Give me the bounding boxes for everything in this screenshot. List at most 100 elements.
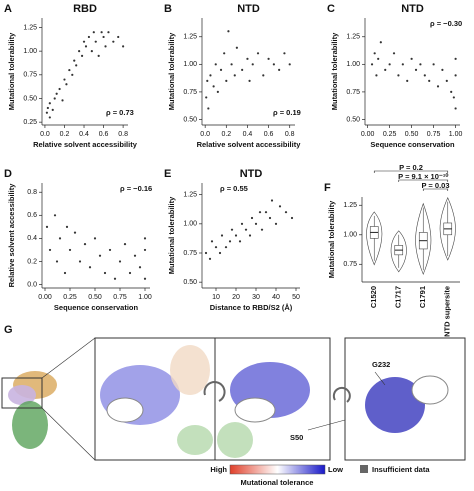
point [241, 68, 244, 71]
point [212, 85, 215, 88]
point [48, 116, 51, 119]
point [228, 240, 232, 243]
missing-label: Insufficient data [372, 465, 430, 474]
point [92, 31, 95, 34]
point [234, 234, 238, 237]
point [377, 57, 380, 60]
point [68, 248, 72, 252]
x-tick-label: 50 [292, 294, 300, 301]
panel-letter: G [4, 324, 13, 336]
point [452, 96, 455, 99]
y-tick-label: 1.25 [23, 24, 37, 31]
point [51, 108, 54, 111]
point [100, 31, 103, 34]
point [373, 52, 376, 55]
point [401, 63, 404, 66]
scale-label: High [210, 465, 227, 474]
y-axis-label: Mutational tolerability [167, 196, 176, 274]
y-tick-label: 0.6 [27, 212, 37, 219]
point [53, 214, 57, 217]
point [78, 50, 81, 53]
point [123, 243, 127, 246]
y-tick-label: 1.00 [346, 61, 360, 68]
point [250, 216, 254, 220]
point [432, 63, 435, 66]
p-value: P = 0.03 [421, 181, 449, 190]
scale-label: Low [328, 465, 343, 474]
point [143, 237, 147, 240]
point [65, 225, 69, 228]
point [441, 68, 444, 71]
point [143, 277, 147, 280]
point [88, 266, 92, 269]
y-tick-label: 0.75 [183, 250, 197, 257]
x-tick-label: C1791 [418, 286, 427, 308]
x-tick-label: 40 [272, 294, 280, 301]
point [454, 57, 457, 60]
point [128, 271, 132, 275]
point [118, 260, 122, 263]
y-tick-label: 0.2 [27, 258, 37, 265]
point [102, 35, 105, 39]
point [272, 63, 275, 66]
x-tick-label: 0.8 [285, 131, 295, 138]
annotation: ρ = 0.19 [273, 108, 301, 117]
point [80, 54, 84, 57]
x-tick-label: C1520 [369, 286, 378, 308]
point [248, 234, 252, 237]
point [264, 211, 268, 214]
point [63, 78, 66, 81]
point [93, 237, 97, 240]
point [117, 35, 120, 39]
annotation: ρ = 0.55 [220, 184, 248, 193]
point [436, 85, 440, 88]
y-tick-label: 0.75 [343, 261, 357, 268]
point [107, 31, 110, 34]
point [246, 57, 249, 60]
y-tick-label: 0.75 [183, 89, 197, 96]
point [78, 260, 82, 263]
annotation: ρ = 0.73 [106, 108, 134, 117]
x-tick-label: 0.50 [405, 131, 419, 138]
point [384, 68, 387, 71]
x-tick-label: 20 [232, 294, 240, 301]
x-tick-label: 10 [212, 294, 220, 301]
point [428, 79, 431, 82]
point [379, 41, 382, 44]
point [233, 74, 236, 77]
panel-letter: D [4, 168, 12, 180]
point [406, 79, 409, 82]
point [388, 63, 391, 66]
point [58, 87, 61, 91]
point [375, 74, 378, 77]
point [75, 64, 78, 67]
point [87, 35, 91, 39]
x-axis-label: Relative solvent accessibility [197, 140, 302, 149]
point [220, 234, 224, 237]
y-tick-label: 1.25 [343, 202, 357, 209]
point [55, 260, 59, 263]
point [270, 199, 274, 202]
point [251, 63, 254, 66]
panel-letter: B [164, 3, 172, 15]
point [223, 52, 226, 55]
x-tick-label: 0.0 [40, 131, 50, 138]
point [208, 257, 212, 260]
point [450, 90, 453, 94]
y-tick-label: 1.25 [183, 34, 197, 41]
bracket [398, 179, 449, 182]
x-tick-label: 1.00 [449, 131, 463, 138]
panel-letter: E [164, 168, 171, 180]
point [207, 107, 210, 110]
missing-swatch [360, 465, 368, 473]
point [262, 74, 265, 77]
point [230, 63, 233, 66]
point [73, 59, 76, 62]
point [138, 266, 142, 269]
residue-label: G232 [372, 360, 390, 369]
point [214, 246, 218, 249]
point [214, 63, 217, 66]
point [143, 248, 147, 252]
chart-title: NTD [401, 3, 424, 15]
